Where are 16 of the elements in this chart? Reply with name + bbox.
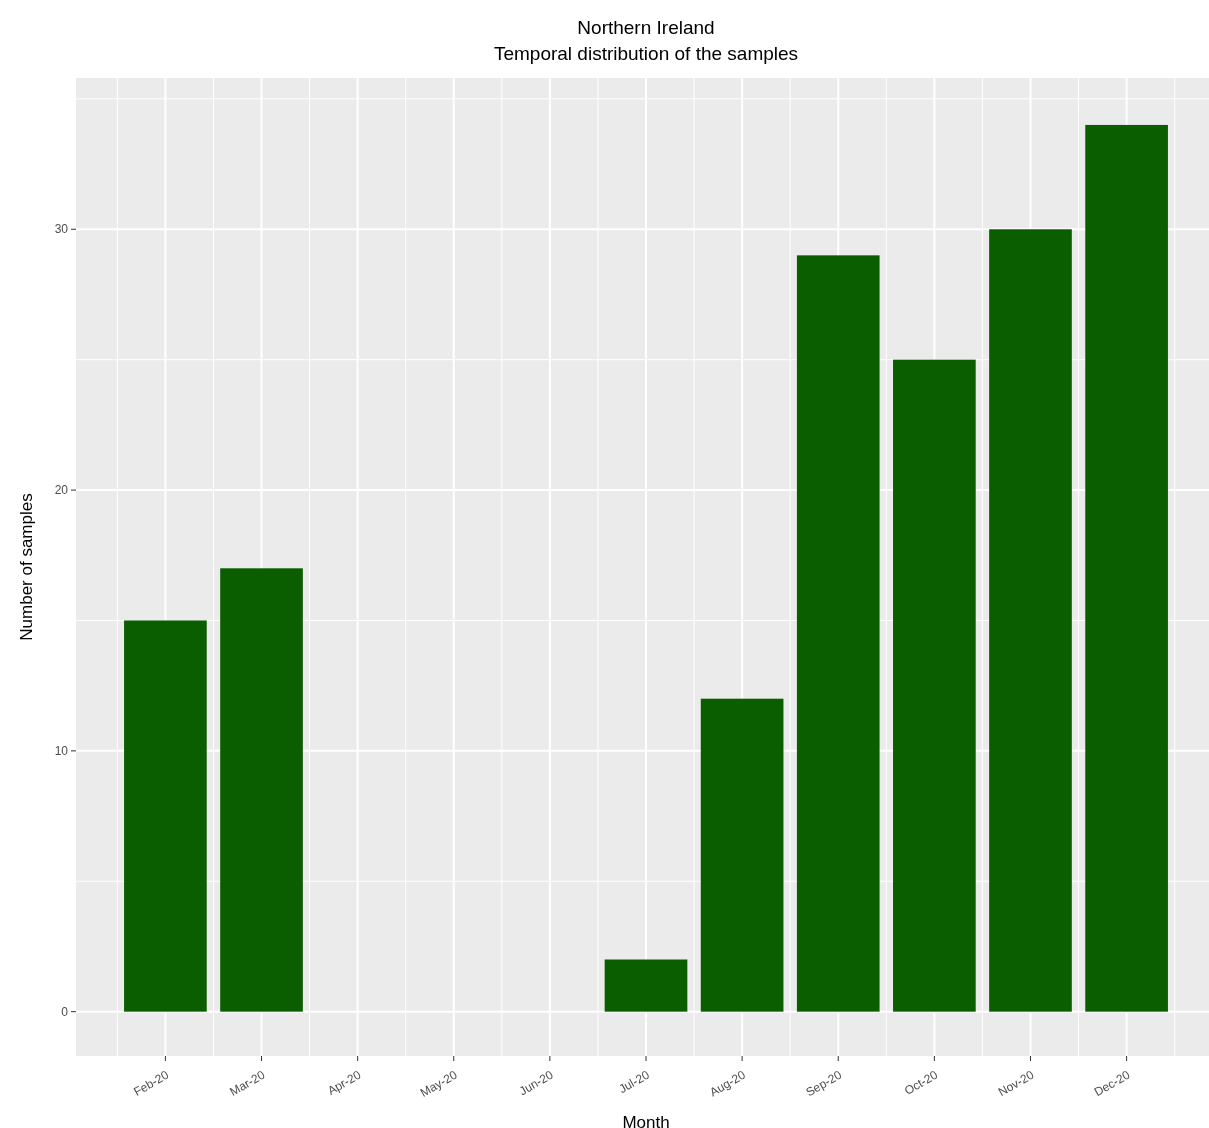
bar xyxy=(796,255,880,1012)
y-axis-title: Number of samples xyxy=(17,493,36,641)
bar xyxy=(124,620,207,1012)
y-tick-label: 10 xyxy=(54,744,69,759)
chart-subtitle: Temporal distribution of the samples xyxy=(493,43,799,64)
x-axis-title: Month xyxy=(622,1113,670,1128)
y-tick-label: 20 xyxy=(54,483,69,498)
bar xyxy=(893,359,976,1012)
chart-title: Northern Ireland xyxy=(577,17,715,38)
bar xyxy=(1085,124,1168,1012)
bar xyxy=(700,698,784,1012)
bar xyxy=(604,959,688,1012)
bar xyxy=(220,568,303,1012)
y-tick-label: 30 xyxy=(54,222,69,237)
y-tick-label: 0 xyxy=(61,1004,69,1019)
bar xyxy=(989,229,1072,1012)
